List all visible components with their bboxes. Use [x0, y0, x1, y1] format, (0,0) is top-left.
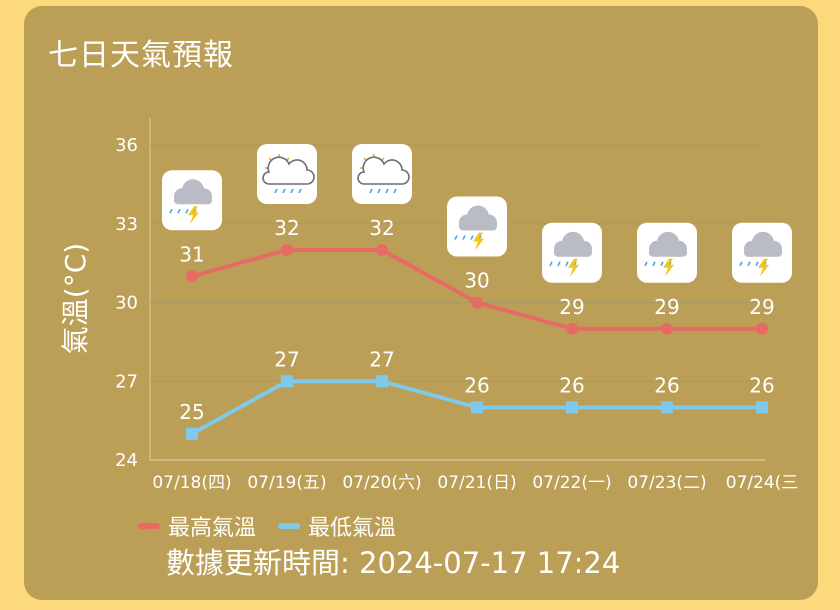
low-data-label: 27	[369, 347, 394, 371]
low-point	[661, 401, 673, 414]
rain-drop	[298, 188, 302, 194]
x-tick-label: 07/19(五)	[247, 473, 326, 493]
low-point	[281, 375, 293, 388]
rain-drop	[169, 208, 173, 214]
legend-low[interactable]: 最低氣溫	[278, 510, 396, 542]
lightning-bolt	[188, 206, 199, 225]
cloud-shape	[357, 156, 410, 185]
low-data-label: 26	[749, 374, 774, 398]
lightning-bolt	[568, 258, 579, 277]
high-point	[566, 322, 578, 335]
rain-drop	[377, 188, 381, 194]
rain-drop	[369, 188, 373, 194]
x-tick-label: 07/18(四)	[152, 473, 231, 493]
x-tick-label: 07/23(二)	[627, 473, 706, 493]
rain-drop	[660, 261, 664, 267]
low-point	[471, 401, 483, 414]
rain-drop	[644, 261, 648, 267]
y-tick-label: 36	[115, 135, 138, 156]
low-point	[186, 427, 198, 440]
rain-drop	[747, 261, 751, 267]
low-data-label: 26	[464, 374, 489, 398]
low-point	[376, 375, 388, 388]
thunder-rain-icon	[637, 222, 697, 283]
high-point	[471, 296, 483, 309]
cloud-outline	[357, 156, 410, 185]
high-point	[661, 322, 673, 335]
high-data-label: 32	[369, 216, 394, 240]
high-point	[376, 244, 388, 256]
low-point	[566, 401, 578, 414]
rain-drop	[557, 261, 561, 267]
high-data-label: 29	[654, 295, 679, 319]
lightning-bolt	[758, 258, 769, 277]
high-data-label: 30	[464, 269, 489, 293]
update-time: 數據更新時間: 2024-07-17 17:24	[166, 546, 621, 580]
x-tick-label: 07/20(六)	[342, 473, 421, 493]
y-axis-label: 氣溫(°C)	[59, 243, 92, 354]
rain-drop	[565, 261, 569, 267]
high-data-label: 29	[749, 295, 774, 319]
rain-drop	[652, 261, 656, 267]
rain-drop	[470, 235, 474, 240]
rain-drop	[755, 261, 759, 267]
rain-drop	[290, 188, 294, 194]
rain-drop	[282, 188, 286, 194]
lightning-bolt	[663, 258, 674, 277]
y-tick-label: 27	[115, 371, 138, 392]
cloud-part	[649, 247, 687, 257]
high-point	[281, 244, 293, 256]
cloud-part	[174, 195, 212, 205]
cloud-outline	[262, 156, 315, 185]
x-tick-label: 07/24(三	[726, 473, 799, 493]
lightning-bolt	[473, 232, 484, 251]
legend-low-label: 最低氣溫	[308, 516, 397, 541]
rain-drop	[185, 208, 189, 214]
cloud-part	[744, 247, 782, 257]
cloud-shape	[262, 156, 315, 185]
cloud-part	[459, 221, 497, 231]
y-tick-label: 33	[115, 214, 138, 235]
legend-high[interactable]: 最高氣溫	[138, 510, 256, 542]
rain-drop	[549, 261, 553, 267]
legend-high-label: 最高氣溫	[168, 516, 257, 541]
high-data-label: 31	[179, 242, 204, 266]
thunder-rain-icon	[542, 222, 602, 283]
high-data-label: 29	[559, 295, 584, 319]
high-data-label: 32	[274, 216, 299, 240]
low-data-label: 25	[179, 400, 204, 424]
x-tick-label: 07/22(一)	[532, 473, 611, 493]
rain-drop	[274, 188, 278, 194]
rain-drop	[177, 208, 181, 214]
legend-high-swatch	[138, 523, 160, 529]
legend-low-swatch	[278, 523, 301, 529]
chart-legend: 最高氣溫 最低氣溫	[138, 510, 410, 542]
rain-drop	[393, 188, 397, 194]
thunder-rain-icon	[162, 170, 222, 231]
rain-drop	[454, 235, 458, 240]
rain-drop	[739, 261, 743, 267]
y-tick-label: 24	[115, 450, 138, 471]
high-point	[186, 270, 198, 283]
low-point	[756, 401, 768, 414]
rain-drop	[462, 235, 466, 240]
low-data-label: 27	[274, 347, 299, 371]
card-title: 七日天氣預報	[48, 38, 234, 73]
x-tick-label: 07/21(日)	[437, 473, 516, 493]
partly-sunny-rain-icon	[257, 144, 317, 204]
thunder-rain-icon	[732, 222, 792, 283]
low-data-label: 26	[654, 374, 679, 398]
high-point	[756, 322, 768, 335]
partly-sunny-rain-icon	[352, 144, 412, 204]
cloud-part	[554, 247, 592, 257]
thunder-rain-icon	[447, 196, 507, 257]
low-data-label: 26	[559, 374, 584, 398]
y-tick-label: 30	[115, 293, 138, 314]
rain-drop	[385, 188, 389, 194]
